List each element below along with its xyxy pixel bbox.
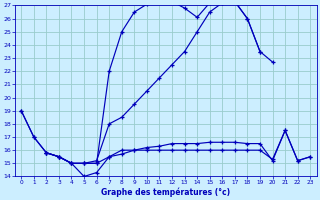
X-axis label: Graphe des températures (°c): Graphe des températures (°c) [101, 187, 230, 197]
